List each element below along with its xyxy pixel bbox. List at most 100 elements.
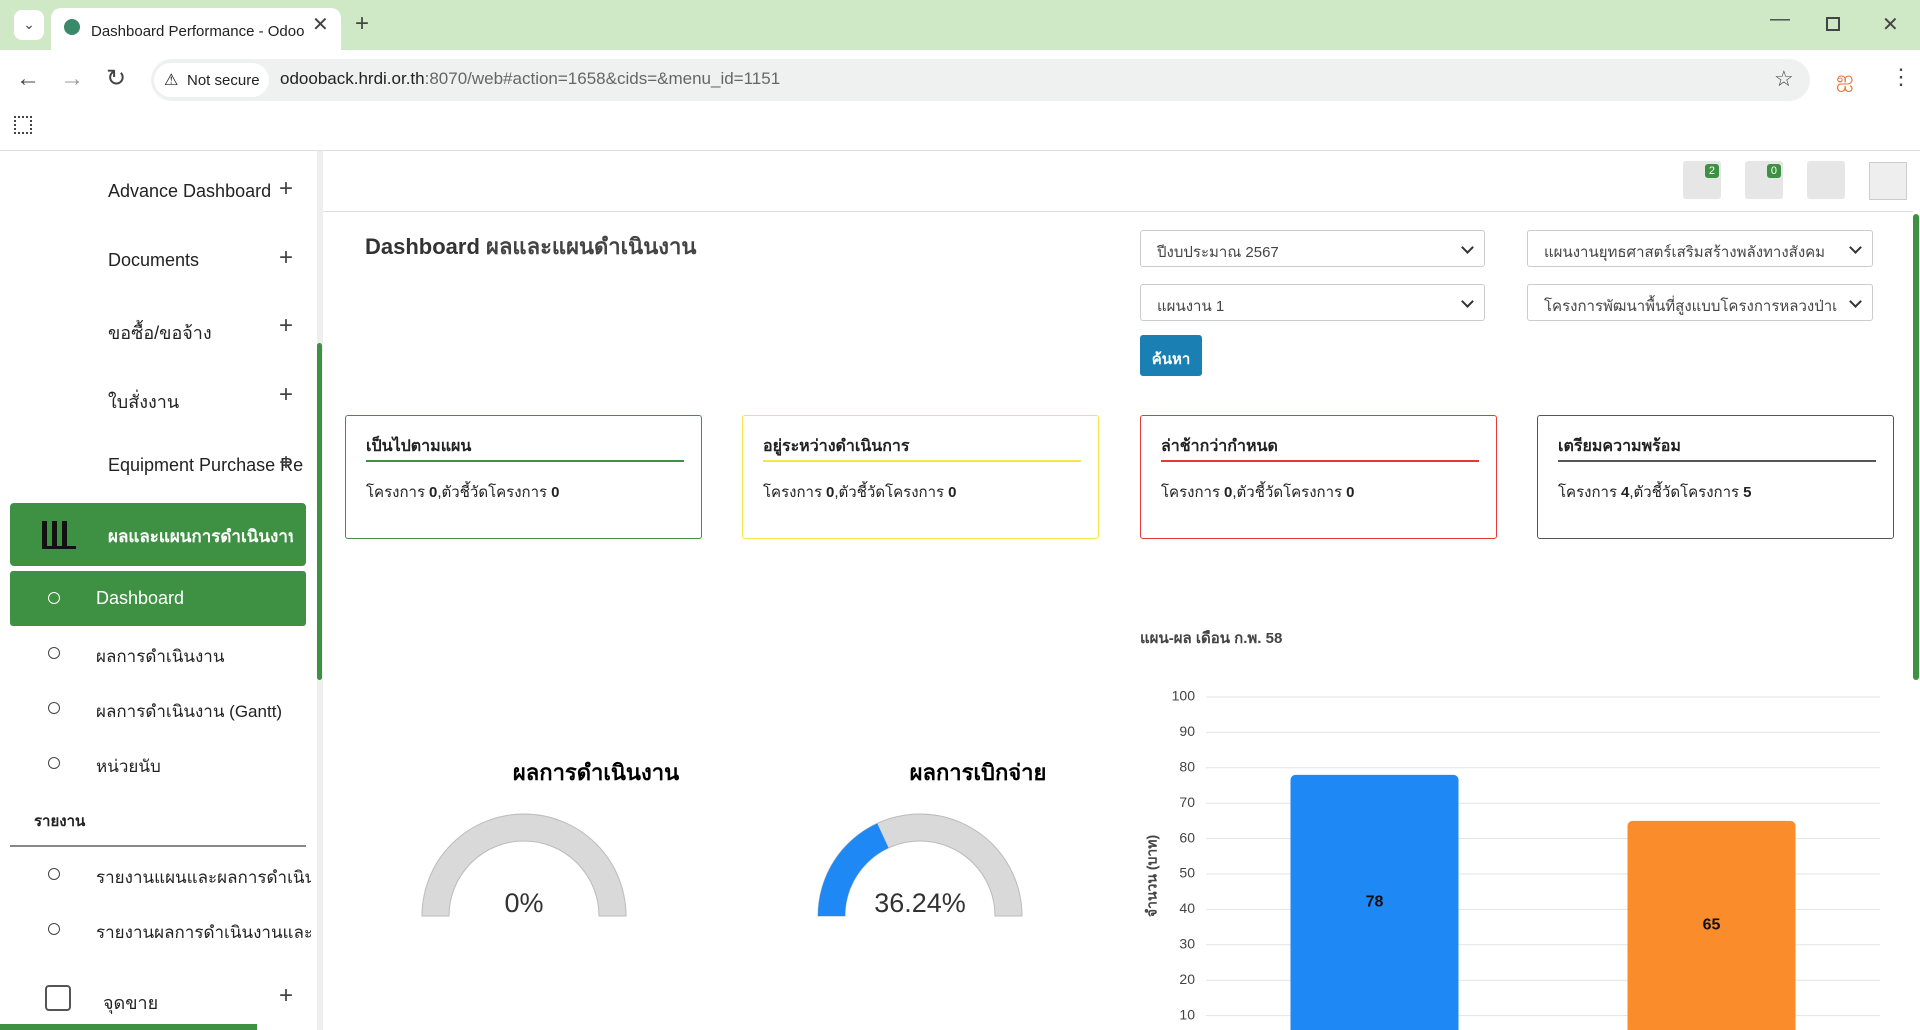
tab-title: Dashboard Performance - Odoo: [91, 23, 305, 40]
gauge-value-label: 36.24%: [874, 888, 966, 918]
avatar[interactable]: [1869, 162, 1907, 200]
systray-button[interactable]: 2: [1683, 161, 1721, 199]
submenu-item[interactable]: Dashboard: [10, 571, 306, 626]
title-bold: Dashboard: [365, 234, 480, 259]
gauge-title: ผลการเบิกจ่าย: [910, 760, 1047, 785]
filter-select[interactable]: ปีงบประมาณ 2567: [1140, 230, 1485, 267]
systray-button[interactable]: 0: [1745, 161, 1783, 199]
project-count: 0: [429, 484, 438, 501]
apps[interactable]: [14, 116, 32, 134]
status-card: เป็นไปตามแผนโครงการ 0,ตัวชี้วัดโครงการ 0: [345, 415, 702, 539]
y-tick-label: 30: [1179, 936, 1195, 952]
card-values: โครงการ 4,ตัวชี้วัดโครงการ 5: [1558, 480, 1873, 504]
menu-text: จุดขาย: [103, 993, 159, 1013]
filter-select[interactable]: แผนงาน 1: [1140, 284, 1485, 321]
card-rule: [763, 460, 1081, 462]
indicator-count: 5: [1743, 484, 1752, 501]
security-chip[interactable]: Not secure: [154, 63, 269, 97]
menu-text: ผลและแผนการดำเนินงาน: [108, 527, 293, 546]
menu-item[interactable]: Equipment Purchase Re +: [0, 445, 316, 485]
page-title: Dashboard ผลและแผนดำเนินงาน: [365, 229, 696, 264]
tab-close[interactable]: ✕: [312, 14, 329, 36]
search-button[interactable]: ค้นหา: [1140, 335, 1202, 376]
report-item[interactable]: รายงานผลการดำเนินงานและ: [0, 909, 316, 949]
store-icon: [45, 985, 71, 1011]
menu-item[interactable]: จุดขาย +: [0, 978, 316, 1018]
status-card: ล่าช้ากว่ากำหนดโครงการ 0,ตัวชี้วัดโครงการ…: [1140, 415, 1497, 539]
submenu-text: ผลการดำเนินงาน (Gantt): [96, 702, 283, 721]
horizontal-scroll[interactable]: [0, 1024, 257, 1030]
indicator-count: 0: [551, 484, 560, 501]
badge: 0: [1766, 164, 1781, 178]
y-tick-label: 40: [1179, 900, 1195, 916]
card-values: โครงการ 0,ตัวชี้วัดโครงการ 0: [1161, 480, 1476, 504]
address-bar[interactable]: [151, 59, 1810, 101]
project-label: โครงการ: [1558, 484, 1618, 501]
submenu-text: ผลการดำเนินงาน: [96, 647, 225, 666]
menu-item[interactable]: Advance Dashboard +: [0, 171, 316, 211]
project-count: 0: [1224, 484, 1233, 501]
back[interactable]: ←: [16, 65, 40, 92]
gauge-value: [818, 823, 889, 916]
submenu-item[interactable]: ผลการดำเนินงาน: [0, 633, 316, 673]
y-axis-label: จำนวน (บาท): [1144, 835, 1160, 917]
project-label: โครงการ: [366, 484, 426, 501]
divider: [0, 150, 1920, 151]
expand-icon: +: [279, 381, 294, 408]
menu-text: Advance Dashboard: [108, 181, 272, 201]
url-host: odooback.hrdi.or.th: [280, 69, 425, 88]
indicator-count: 0: [1346, 484, 1355, 501]
card-title: อยู่ระหว่างดำเนินการ: [763, 438, 910, 455]
menu-item[interactable]: Documents +: [0, 240, 316, 280]
card-rule: [366, 460, 684, 462]
project-count: 4: [1621, 484, 1630, 501]
restore[interactable]: [1826, 17, 1840, 31]
bullet: [48, 757, 60, 769]
bullet: [48, 592, 60, 604]
sidebar: Advance Dashboard + Documents + ขอซื้อ/ขอจ้า…: [0, 151, 318, 1030]
bar: [1627, 820, 1796, 1030]
filter-select[interactable]: แผนงานยุทธศาสตร์เสริมสร้างพลังทางสังคม: [1527, 230, 1873, 267]
close[interactable]: ✕: [1882, 14, 1899, 36]
bullet: [48, 702, 60, 714]
card-title: ล่าช้ากว่ากำหนด: [1161, 438, 1278, 455]
project-count: 0: [826, 484, 835, 501]
sidebar-scroll-thumb[interactable]: [317, 343, 322, 680]
bullet: [48, 868, 60, 880]
menu-text: ใบสั่งงาน: [108, 392, 180, 412]
browser-menu[interactable]: ⋮: [1890, 64, 1912, 89]
menu-item[interactable]: ใบสั่งงาน +: [0, 377, 316, 417]
card-values: โครงการ 0,ตัวชี้วัดโครงการ 0: [366, 480, 681, 504]
filter-select[interactable]: โครงการพัฒนาพื้นที่สูงแบบโครงการหลวงป่าเ: [1527, 284, 1873, 321]
menu-item-active[interactable]: ผลและแผนการดำเนินงาน: [10, 503, 306, 566]
gauge-track: [421, 813, 627, 917]
page-scroll-thumb[interactable]: [1913, 214, 1919, 680]
new-tab[interactable]: +: [355, 10, 370, 37]
indicator-count: 0: [948, 484, 957, 501]
expand-icon: +: [279, 244, 294, 271]
forward[interactable]: →: [60, 65, 84, 92]
url-path: :8070/web#action=1658&cids=&menu_id=1151: [424, 69, 781, 88]
expand-icon: +: [279, 982, 294, 1009]
bullet: [48, 647, 60, 659]
extension[interactable]: ஐ: [1836, 66, 1854, 91]
badge: 2: [1704, 164, 1719, 178]
submenu-item[interactable]: ผลการดำเนินงาน (Gantt): [0, 688, 316, 728]
bar-value-label: 78: [1366, 894, 1384, 911]
card-title: เป็นไปตามแผน: [366, 438, 472, 455]
minimize[interactable]: —: [1770, 8, 1790, 30]
title-rest: ผลและแผนดำเนินงาน: [486, 234, 697, 259]
systray-button[interactable]: [1807, 161, 1845, 199]
y-tick-label: 70: [1179, 794, 1195, 810]
project-label: โครงการ: [1161, 484, 1221, 501]
tab-search[interactable]: ⌄: [14, 10, 44, 40]
indicator-label: ,ตัวชี้วัดโครงการ: [1629, 484, 1740, 501]
bookmark-star[interactable]: ☆: [1774, 66, 1794, 91]
card-values: โครงการ 0,ตัวชี้วัดโครงการ 0: [763, 480, 1078, 504]
report-item[interactable]: รายงานแผนและผลการดำเนิน: [0, 854, 316, 894]
reload[interactable]: ↻: [106, 65, 127, 92]
menu-item[interactable]: ขอซื้อ/ขอจ้าง +: [0, 308, 316, 348]
tab[interactable]: Dashboard Performance - Odoo: [51, 8, 341, 50]
menu-text: Documents: [108, 250, 200, 270]
submenu-item[interactable]: หน่วยนับ: [0, 743, 316, 783]
